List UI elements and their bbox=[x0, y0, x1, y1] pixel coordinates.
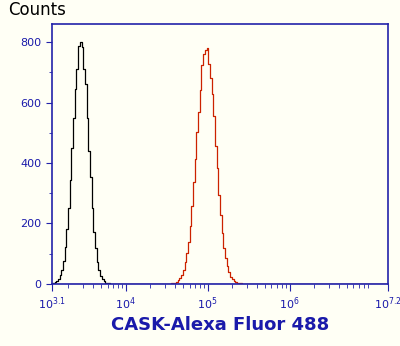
Text: Counts: Counts bbox=[8, 1, 66, 19]
X-axis label: CASK-Alexa Fluor 488: CASK-Alexa Fluor 488 bbox=[111, 316, 329, 334]
